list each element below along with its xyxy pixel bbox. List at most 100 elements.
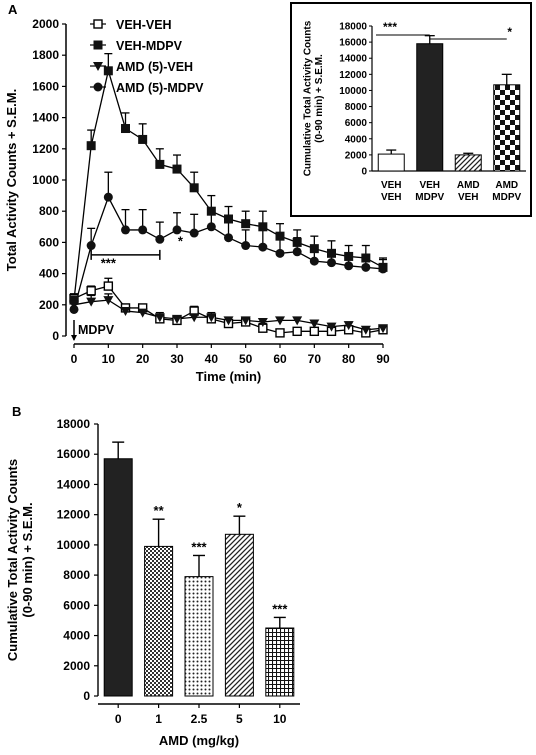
inset-category-label: VEH xyxy=(458,192,479,203)
data-point xyxy=(378,264,388,274)
data-point xyxy=(172,314,182,324)
inset-y-tick-label: 10000 xyxy=(339,86,367,97)
x-tick-label: 1 xyxy=(155,712,162,726)
bar xyxy=(103,458,133,697)
inset-y-tick-label: 8000 xyxy=(345,102,368,113)
inset-category-label: VEH xyxy=(381,192,402,203)
panel-b-letter: B xyxy=(12,404,21,419)
inset-category-label: VEH xyxy=(419,180,440,191)
data-point xyxy=(103,296,114,306)
inset-y-tick-label: 2000 xyxy=(345,150,368,161)
legend-entry: VEH-VEH xyxy=(116,18,172,32)
significance-marker: * xyxy=(237,500,243,515)
legend-entry: VEH-MDPV xyxy=(116,39,183,53)
data-point xyxy=(292,237,302,247)
y-tick-label: 2000 xyxy=(32,17,59,31)
data-point xyxy=(223,316,234,326)
y-tick-label: 1800 xyxy=(32,48,59,62)
x-tick-label: 50 xyxy=(239,352,253,366)
data-point xyxy=(258,222,268,232)
y-tick-label: 2000 xyxy=(63,659,90,673)
significance-marker: *** xyxy=(272,601,288,616)
data-point xyxy=(121,124,130,134)
inset-bar xyxy=(493,84,521,172)
y-axis-label: Cumulative Total Activity Counts(0-90 mi… xyxy=(5,459,35,661)
y-tick-label: 1200 xyxy=(32,142,59,156)
legend-entry: AMD (5)-MDPV xyxy=(116,81,204,95)
data-point xyxy=(292,247,302,257)
data-point xyxy=(327,248,336,258)
x-tick-label: 0 xyxy=(115,712,122,726)
inset-category-label: MDPV xyxy=(492,192,521,203)
data-point xyxy=(327,258,336,268)
y-tick-label: 12000 xyxy=(57,508,91,522)
data-point xyxy=(224,214,233,224)
bar xyxy=(184,576,214,697)
y-tick-label: 800 xyxy=(39,204,59,218)
x-tick-label: 30 xyxy=(170,352,184,366)
x-axis-label: AMD (mg/kg) xyxy=(159,733,239,748)
legend-marker xyxy=(93,40,103,50)
data-point xyxy=(378,324,388,334)
x-tick-label: 10 xyxy=(273,712,287,726)
data-point xyxy=(344,261,354,271)
significance-marker: *** xyxy=(191,539,207,554)
y-tick-label: 200 xyxy=(39,298,59,312)
data-point xyxy=(292,316,303,326)
data-point xyxy=(275,248,285,258)
data-point xyxy=(361,262,371,272)
inset-bar xyxy=(377,153,405,172)
inset-y-axis-label-line: Cumulative Total Activity Counts xyxy=(303,20,314,176)
bar xyxy=(265,627,295,697)
data-point xyxy=(120,307,131,317)
data-point xyxy=(326,322,337,332)
bar xyxy=(144,545,174,697)
inset-category-label: AMD xyxy=(457,180,480,191)
y-axis-label-line: Cumulative Total Activity Counts xyxy=(5,459,20,661)
legend-marker xyxy=(93,82,103,92)
data-point xyxy=(172,225,182,235)
data-point xyxy=(189,228,199,238)
data-point xyxy=(86,141,96,151)
data-point xyxy=(103,66,113,76)
inset-bar xyxy=(416,43,444,172)
data-point xyxy=(121,225,130,235)
data-point xyxy=(138,134,148,144)
inset-y-tick-label: 18000 xyxy=(339,22,367,33)
data-point xyxy=(103,281,114,291)
panel-a-letter: A xyxy=(8,2,18,17)
y-tick-label: 400 xyxy=(39,267,59,281)
y-tick-label: 10000 xyxy=(57,538,91,552)
data-point xyxy=(155,159,165,169)
y-tick-label: 16000 xyxy=(57,447,91,461)
x-tick-label: 90 xyxy=(376,352,390,366)
x-tick-label: 10 xyxy=(102,352,116,366)
data-point xyxy=(189,313,200,323)
injection-arrow-head xyxy=(71,335,77,341)
inset-category-label: VEH xyxy=(381,180,402,191)
data-point xyxy=(69,304,79,314)
inset-y-tick-label: 4000 xyxy=(345,134,368,145)
legend-entry: AMD (5)-VEH xyxy=(116,60,193,74)
data-point xyxy=(224,233,233,243)
y-tick-label: 1600 xyxy=(32,79,59,93)
inset-y-tick-label: 0 xyxy=(361,167,367,178)
y-tick-label: 14000 xyxy=(57,477,91,491)
significance-marker: * xyxy=(178,234,184,249)
data-point xyxy=(206,313,217,323)
y-tick-label: 600 xyxy=(39,235,59,249)
data-point xyxy=(360,325,371,335)
y-tick-label: 0 xyxy=(83,689,90,703)
data-point xyxy=(309,256,319,266)
x-tick-label: 20 xyxy=(136,352,150,366)
x-tick-label: 60 xyxy=(273,352,287,366)
data-point xyxy=(206,206,216,216)
inset-y-axis-label-line: (0-90 min) + S.E.M. xyxy=(314,54,325,143)
data-point xyxy=(189,183,199,193)
data-point xyxy=(172,164,182,174)
inset-bar xyxy=(454,154,482,172)
inset-significance-marker: * xyxy=(507,25,512,39)
inset-significance-marker: *** xyxy=(383,20,397,34)
y-tick-label: 4000 xyxy=(63,629,90,643)
inset-bar-chart: 0 2000 4000 6000 8000 10000 12000 14000 16000 180… xyxy=(290,2,532,217)
